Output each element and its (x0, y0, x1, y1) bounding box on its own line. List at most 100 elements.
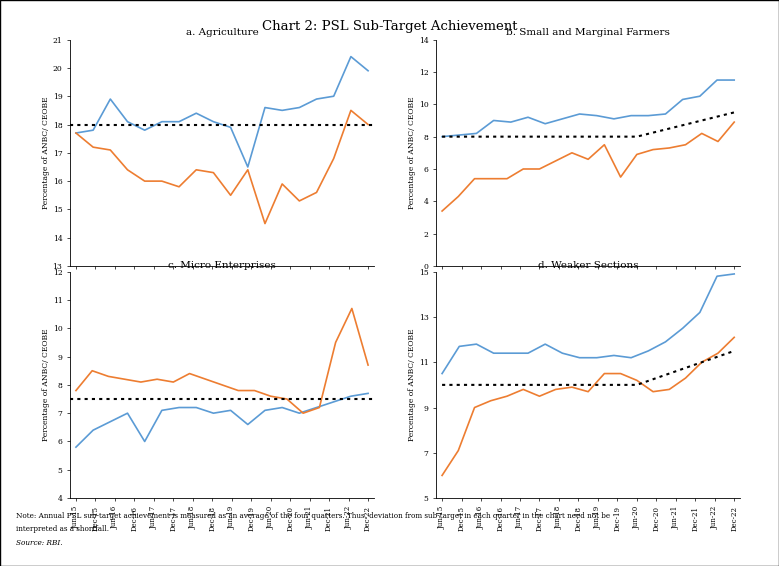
PSBs (277, 404, 287, 411)
PVBs (616, 370, 626, 377)
PVBs (486, 397, 495, 404)
Line: PSBs: PSBs (442, 80, 734, 136)
PVBs (714, 350, 723, 357)
PSBs (661, 338, 670, 345)
PSBs (678, 96, 687, 103)
PVBs (120, 376, 129, 383)
Target (612, 133, 621, 140)
PVBs (243, 166, 252, 173)
Target (702, 116, 711, 123)
PVBs (632, 151, 641, 158)
PSBs (626, 112, 636, 119)
PSBs (575, 354, 584, 361)
Legend: PSBs, PVBs, Target: PSBs, PVBs, Target (513, 356, 663, 370)
Text: Chart 2: PSL Sub-Target Achievement: Chart 2: PSL Sub-Target Achievement (262, 20, 517, 33)
PVBs (453, 193, 463, 200)
PVBs (519, 386, 528, 393)
Text: interpreted as a shortfall.: interpreted as a shortfall. (16, 525, 108, 533)
PSBs (712, 76, 721, 83)
PSBs (643, 112, 653, 119)
PVBs (714, 138, 723, 145)
PSBs (106, 96, 115, 102)
PVBs (534, 166, 544, 173)
PSBs (243, 421, 252, 428)
PVBs (632, 377, 641, 384)
PVBs (260, 220, 270, 227)
Target (616, 381, 626, 388)
Target (90, 396, 100, 402)
PVBs (315, 404, 324, 411)
PSBs (260, 407, 270, 414)
PVBs (567, 149, 576, 156)
PVBs (502, 393, 512, 400)
PSBs (123, 410, 132, 417)
PSBs (558, 350, 567, 357)
PVBs (551, 157, 560, 164)
PSBs (89, 427, 98, 434)
Line: PVBs: PVBs (76, 308, 368, 413)
PSBs (592, 354, 601, 361)
Y-axis label: Percentage of ANBC/ CEOBE: Percentage of ANBC/ CEOBE (42, 329, 50, 441)
PVBs (438, 472, 447, 479)
PSBs (71, 130, 81, 136)
PSBs (89, 127, 98, 134)
Target (610, 381, 619, 388)
PVBs (71, 387, 81, 394)
PSBs (506, 119, 516, 126)
PVBs (519, 166, 528, 173)
PSBs (438, 133, 447, 140)
Target (684, 363, 693, 370)
PVBs (136, 379, 146, 385)
PVBs (567, 384, 576, 391)
PSBs (609, 352, 619, 359)
Line: PSBs: PSBs (76, 393, 368, 447)
Target (71, 121, 81, 128)
PSBs (592, 112, 601, 119)
PVBs (104, 373, 113, 380)
Target (684, 121, 693, 127)
PSBs (523, 350, 533, 357)
PSBs (541, 341, 550, 348)
PVBs (697, 130, 707, 137)
PVBs (616, 174, 626, 181)
PSBs (626, 354, 636, 361)
PSBs (472, 130, 481, 137)
PSBs (209, 410, 218, 417)
PVBs (185, 370, 194, 377)
PVBs (346, 107, 355, 114)
PVBs (363, 121, 372, 128)
PVBs (277, 181, 287, 187)
Target (71, 396, 81, 402)
PSBs (346, 393, 355, 400)
PSBs (558, 115, 567, 122)
PSBs (455, 132, 464, 139)
PSBs (523, 114, 533, 121)
Target (439, 381, 448, 388)
PSBs (329, 398, 338, 405)
PSBs (312, 404, 321, 411)
PVBs (453, 447, 463, 454)
PVBs (87, 367, 97, 374)
PSBs (363, 67, 372, 74)
PVBs (168, 379, 178, 385)
PVBs (681, 142, 690, 148)
PSBs (226, 407, 235, 414)
PSBs (157, 407, 167, 414)
Target (90, 121, 100, 128)
Title: c. Micro Enterprises: c. Micro Enterprises (168, 260, 276, 269)
Line: PSBs: PSBs (76, 57, 368, 167)
PSBs (695, 93, 704, 100)
Line: Target: Target (442, 351, 734, 385)
PSBs (209, 118, 218, 125)
Target (439, 133, 448, 140)
PVBs (89, 144, 98, 151)
Line: PVBs: PVBs (442, 337, 734, 475)
Target (729, 348, 738, 354)
PVBs (192, 166, 201, 173)
PVBs (363, 362, 372, 368)
PVBs (697, 359, 707, 366)
PVBs (294, 198, 304, 204)
PVBs (681, 375, 690, 381)
PVBs (551, 386, 560, 393)
PVBs (438, 208, 447, 215)
